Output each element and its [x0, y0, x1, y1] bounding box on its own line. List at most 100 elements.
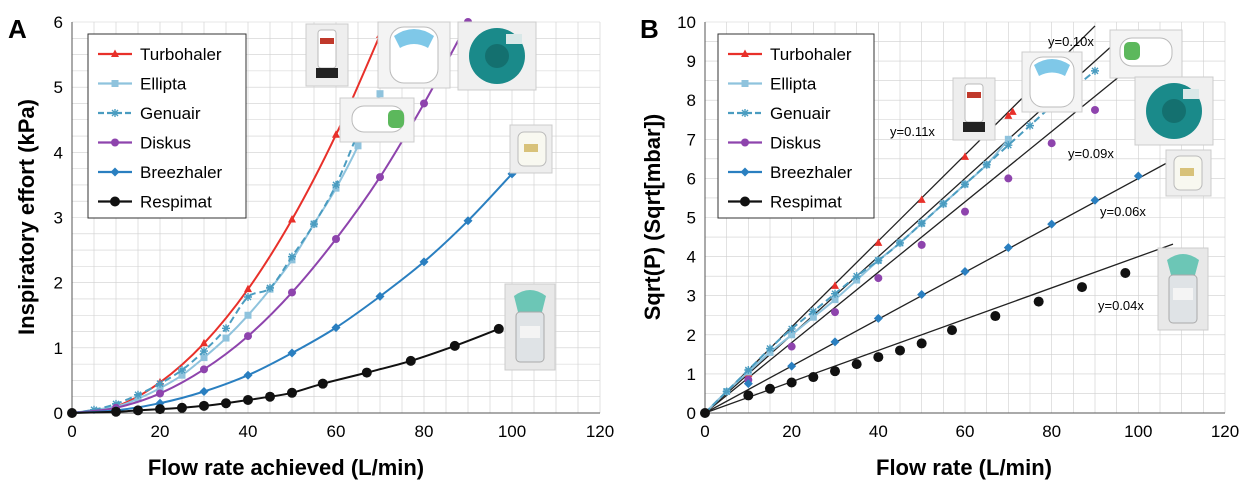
data-point — [809, 313, 817, 321]
data-point — [199, 386, 209, 396]
data-point — [787, 361, 797, 371]
y-tick-label: 0 — [687, 404, 696, 423]
data-point — [786, 377, 797, 388]
data-point — [331, 323, 341, 333]
data-point — [1033, 296, 1044, 307]
data-point — [244, 293, 252, 302]
data-point — [1047, 139, 1056, 148]
y-tick-label: 5 — [54, 78, 63, 97]
data-point — [222, 334, 230, 342]
data-point — [830, 337, 840, 347]
data-point — [873, 313, 883, 323]
legend-label: Turbohaler — [770, 45, 852, 64]
x-axis-title: Flow rate (L/min) — [876, 455, 1052, 480]
y-tick-label: 4 — [54, 143, 63, 162]
chart-panel-b: 0 20 40 60 80 100 120 0 1 2 3 4 5 6 7 8 9 10 Flow rate (L/… — [640, 13, 1239, 480]
data-point — [744, 365, 753, 374]
chart-panel-a: 0 20 40 60 80 100 120 0 1 2 3 4 5 6 Flow rate achieved… — [14, 13, 614, 480]
fit-equation-label: y=0.06x — [1100, 204, 1146, 219]
data-point — [916, 338, 927, 349]
legend-marker — [110, 167, 120, 177]
data-point — [243, 370, 253, 380]
data-point — [1004, 135, 1012, 143]
data-point — [1091, 66, 1099, 75]
legend-label: Ellipta — [140, 75, 187, 94]
data-point — [288, 252, 296, 261]
legend-marker — [741, 138, 749, 147]
data-point — [917, 240, 926, 249]
data-point — [244, 284, 252, 293]
data-point — [200, 338, 208, 347]
data-point — [288, 214, 296, 223]
x-tick-label: 120 — [1211, 422, 1239, 441]
y-tick-label: 6 — [687, 169, 696, 188]
data-point — [743, 379, 753, 389]
data-point — [244, 332, 252, 341]
x-tick-label: 60 — [327, 422, 346, 441]
data-point — [222, 324, 230, 333]
data-point — [766, 344, 774, 353]
data-point — [177, 402, 187, 413]
legend-box — [717, 33, 875, 219]
legend-marker — [741, 49, 749, 57]
y-tick-label: 7 — [687, 130, 696, 149]
y-tick-label: 2 — [54, 274, 63, 293]
data-point — [133, 405, 143, 416]
legend-label: Genuair — [140, 104, 201, 123]
data-point — [947, 325, 957, 336]
turbohaler-photo — [952, 77, 996, 141]
genuair-photo — [1109, 29, 1183, 79]
legend-marker — [741, 80, 749, 87]
data-point — [265, 391, 275, 402]
y-tick-label: 2 — [687, 326, 696, 345]
data-point — [982, 160, 991, 169]
breezhaler-photo — [509, 124, 553, 174]
data-point — [449, 340, 460, 351]
x-tick-label: 60 — [956, 422, 975, 441]
respimat-photo — [1157, 247, 1209, 331]
diskus-photo — [457, 21, 537, 91]
data-point — [221, 398, 231, 409]
y-tick-label: 9 — [687, 52, 696, 71]
y-tick-label: 6 — [54, 13, 63, 32]
data-point — [1090, 195, 1100, 205]
legend-label: Ellipta — [770, 75, 817, 94]
data-point — [961, 180, 969, 189]
x-tick-label: 40 — [239, 422, 258, 441]
data-point — [67, 408, 77, 418]
data-point — [1008, 107, 1017, 115]
data-point — [1077, 282, 1087, 293]
data-point — [419, 257, 429, 267]
data-point — [332, 180, 340, 189]
data-point — [788, 331, 796, 339]
data-point — [1004, 141, 1013, 150]
data-point — [156, 384, 164, 392]
data-point — [156, 389, 164, 398]
data-point — [244, 311, 252, 319]
data-point — [743, 390, 754, 401]
breezhaler-photo — [1165, 149, 1212, 197]
legend-label: Diskus — [140, 134, 191, 153]
data-point — [917, 290, 927, 300]
legend-marker — [111, 109, 119, 117]
data-point — [310, 220, 318, 229]
x-axis-title: Flow rate achieved (L/min) — [148, 455, 424, 480]
data-point — [700, 408, 710, 418]
data-point — [722, 387, 731, 396]
data-point — [156, 379, 164, 388]
data-point — [199, 400, 209, 411]
data-point — [896, 238, 904, 247]
data-point — [874, 238, 883, 246]
x-tick-label: 20 — [782, 422, 801, 441]
data-point — [1091, 105, 1099, 114]
x-tick-label: 0 — [67, 422, 76, 441]
y-tick-label: 3 — [687, 287, 696, 306]
panel-letter-b: B — [640, 14, 659, 44]
data-point — [317, 378, 328, 389]
data-point — [463, 216, 473, 226]
legend-marker — [740, 196, 750, 207]
data-point — [831, 281, 839, 289]
y-tick-label: 10 — [677, 13, 696, 32]
y-axis-title: Sqrt(P) (Sqrt[mbar]) — [640, 114, 665, 321]
data-point — [155, 404, 165, 415]
